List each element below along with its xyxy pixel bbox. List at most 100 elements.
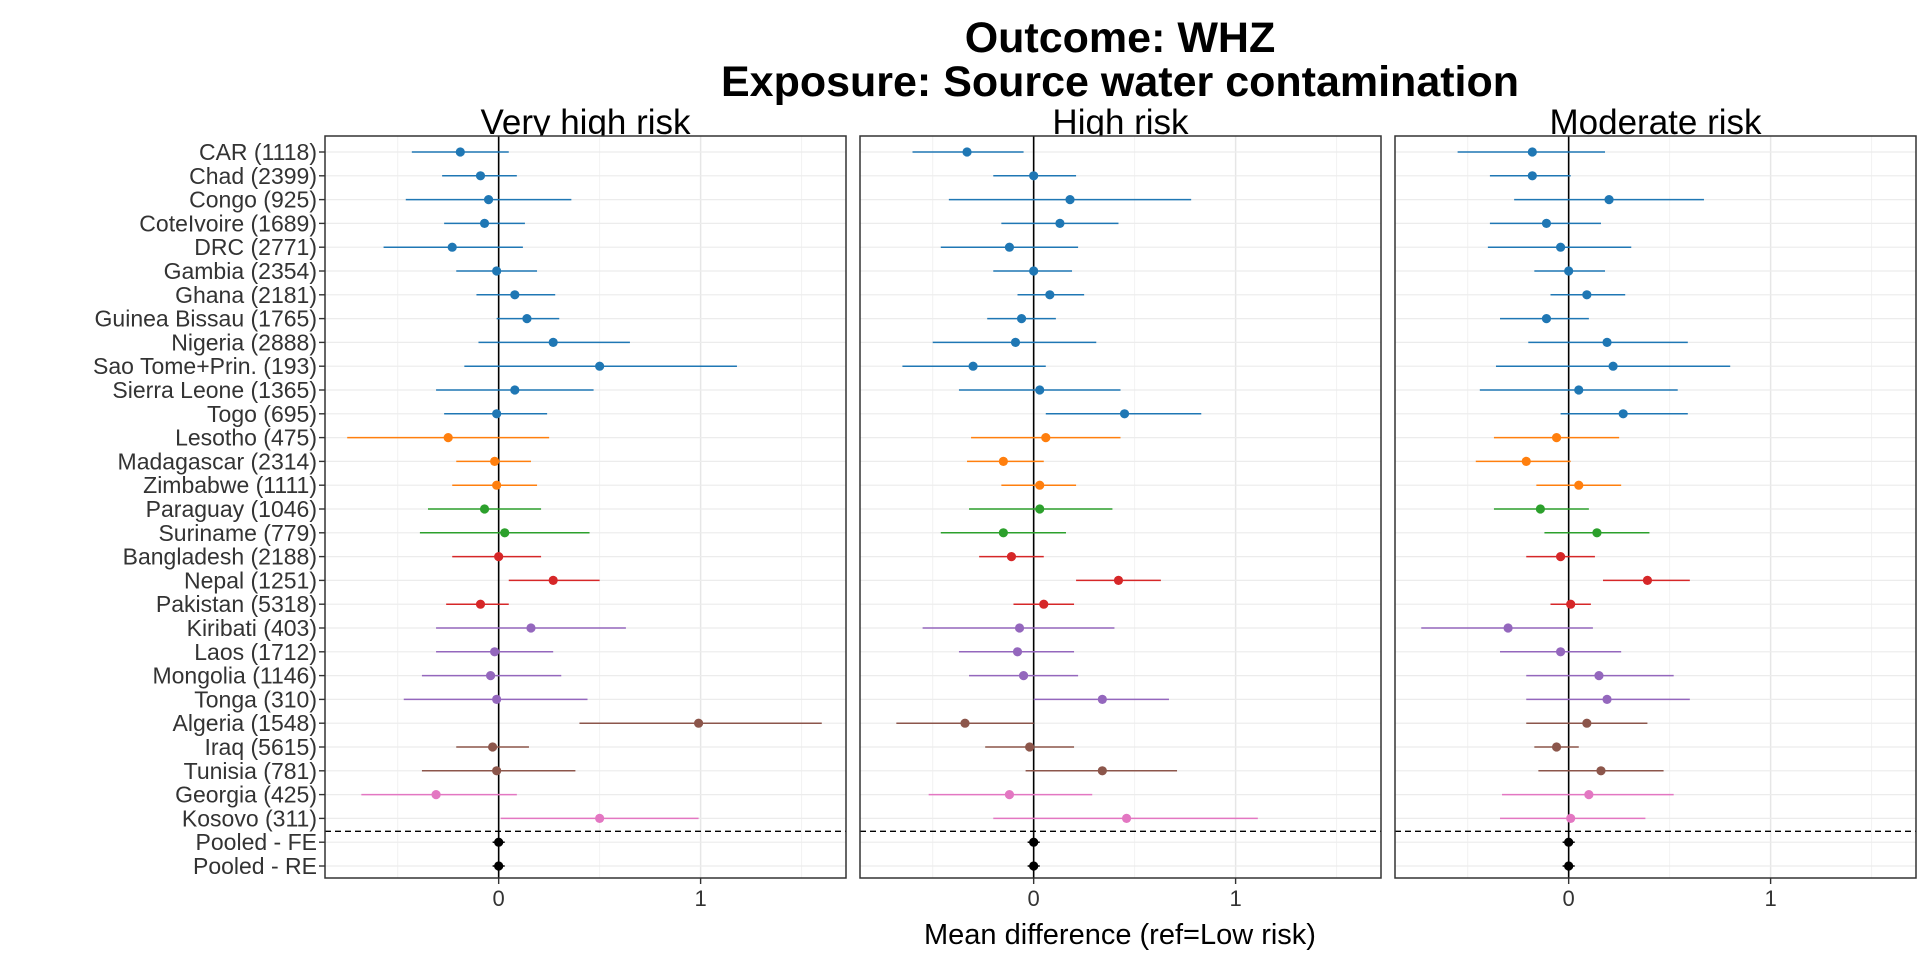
- y-tick-label: Nigeria (2888): [171, 329, 317, 355]
- point-estimate: [1012, 647, 1023, 657]
- point-estimate: [510, 385, 520, 395]
- point-estimate: [1503, 623, 1513, 633]
- point-estimate: [1604, 195, 1614, 205]
- panel-background: [1395, 136, 1916, 878]
- panel-background: [860, 136, 1381, 878]
- point-estimate: [1596, 766, 1606, 776]
- point-estimate: [490, 647, 500, 657]
- point-estimate: [1608, 361, 1618, 371]
- point-estimate: [1535, 504, 1545, 514]
- point-estimate: [693, 718, 704, 728]
- point-estimate: [1055, 218, 1065, 228]
- point-estimate: [1097, 766, 1107, 776]
- point-estimate: [1065, 195, 1075, 205]
- point-estimate: [490, 456, 500, 466]
- y-tick-label: Bangladesh (2188): [123, 544, 317, 570]
- chart-title-line1: Outcome: WHZ: [965, 14, 1276, 62]
- point-estimate: [1566, 813, 1576, 824]
- y-tick-label: Algeria (1548): [173, 710, 317, 736]
- point-estimate: [485, 671, 496, 681]
- x-tick-label: 1: [694, 886, 706, 911]
- y-tick-label: Sao Tome+Prin. (193): [93, 353, 317, 379]
- point-estimate: [1121, 813, 1132, 824]
- point-estimate: [1097, 694, 1107, 705]
- point-estimate: [998, 456, 1008, 466]
- point-estimate: [1584, 790, 1594, 800]
- chart-title-line2: Exposure: Source water contamination: [721, 58, 1519, 106]
- point-estimate: [968, 361, 978, 371]
- point-estimate: [1566, 599, 1576, 609]
- y-tick-label: Togo (695): [207, 401, 317, 427]
- point-estimate: [492, 266, 502, 276]
- point-estimate: [492, 694, 502, 705]
- point-estimate: [1574, 480, 1584, 490]
- y-tick-label: Mongolia (1146): [152, 663, 317, 689]
- point-estimate: [1014, 623, 1025, 633]
- point-estimate: [1041, 433, 1051, 443]
- y-tick-label: Kiribati (403): [187, 615, 317, 641]
- point-estimate: [998, 528, 1008, 538]
- point-estimate: [1039, 599, 1049, 609]
- x-tick-label: 0: [1028, 886, 1040, 911]
- point-estimate: [510, 290, 520, 300]
- point-estimate: [1527, 147, 1537, 157]
- y-tick-label: Georgia (425): [175, 782, 317, 808]
- y-tick-label: Pakistan (5318): [156, 591, 317, 617]
- y-tick-label: Paraguay (1046): [146, 496, 317, 522]
- point-estimate: [1541, 218, 1552, 228]
- point-estimate: [431, 790, 441, 800]
- point-estimate: [1551, 433, 1562, 443]
- y-tick-label: Ghana (2181): [175, 282, 317, 308]
- y-tick-label: Pooled - FE: [196, 829, 317, 855]
- y-tick-label: Kosovo (311): [182, 805, 317, 831]
- y-tick-label: Iraq (5615): [204, 734, 317, 760]
- panel-border: [859, 135, 1382, 879]
- point-estimate: [595, 361, 605, 371]
- point-estimate: [475, 599, 486, 609]
- x-tick-label: 1: [1764, 886, 1776, 911]
- point-estimate: [1045, 290, 1055, 300]
- point-estimate: [1035, 385, 1045, 395]
- point-estimate: [500, 528, 510, 538]
- point-estimate: [492, 480, 502, 490]
- point-estimate: [1555, 242, 1566, 252]
- point-estimate: [475, 171, 486, 181]
- point-estimate: [1582, 718, 1592, 728]
- point-estimate: [1004, 790, 1015, 800]
- point-estimate: [595, 813, 605, 824]
- y-tick-label: Zimbabwe (1111): [143, 472, 317, 498]
- point-estimate: [488, 742, 498, 752]
- x-axis-label: Mean difference (ref=Low risk): [924, 919, 1316, 951]
- point-estimate: [494, 552, 504, 562]
- y-tick-label: Guinea Bissau (1765): [95, 306, 317, 332]
- point-estimate: [1582, 290, 1592, 300]
- point-estimate: [1602, 337, 1612, 347]
- point-estimate: [1029, 171, 1039, 181]
- point-estimate: [522, 314, 532, 324]
- point-estimate: [1119, 409, 1130, 419]
- point-estimate: [1025, 742, 1035, 752]
- point-estimate: [494, 861, 504, 871]
- point-estimate: [1551, 742, 1562, 752]
- point-estimate: [548, 575, 558, 586]
- point-estimate: [1010, 337, 1021, 347]
- y-tick-label: Nepal (1251): [184, 567, 317, 593]
- point-estimate: [1592, 528, 1602, 538]
- y-tick-label: Chad (2399): [189, 163, 317, 189]
- point-estimate: [1555, 647, 1566, 657]
- point-estimate: [1564, 266, 1574, 276]
- point-estimate: [962, 147, 972, 157]
- y-tick-label: Sierra Leone (1365): [112, 377, 317, 403]
- point-estimate: [1555, 552, 1566, 562]
- point-estimate: [1035, 480, 1045, 490]
- panel-border: [1394, 135, 1917, 879]
- y-tick-label: DRC (2771): [194, 234, 317, 260]
- point-estimate: [1602, 694, 1612, 705]
- y-tick-label: Congo (925): [189, 187, 317, 213]
- y-tick-label: CAR (1118): [199, 139, 317, 165]
- point-estimate: [483, 195, 494, 205]
- point-estimate: [1004, 242, 1015, 252]
